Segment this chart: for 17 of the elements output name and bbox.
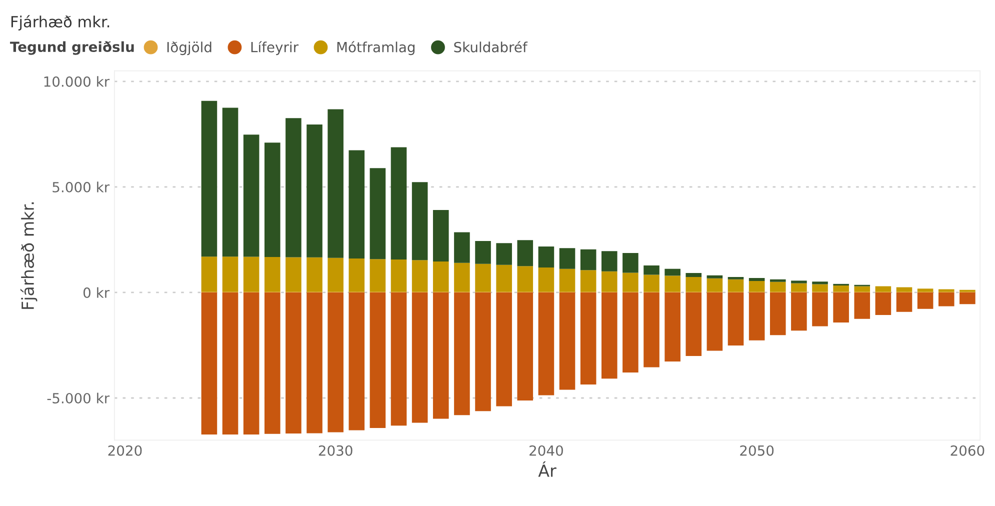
y-tick-label: 0 kr [83, 287, 110, 298]
x-axis-title: Ár [538, 461, 556, 477]
y-tick-label: -5.000 kr [47, 392, 110, 404]
y-tick-label: 5.000 kr [52, 182, 110, 192]
legend-label: Mótframlag [337, 41, 415, 56]
y-tick-label: 10.000 kr [44, 76, 110, 87]
chart-title: Fjárhæð mkr. [11, 15, 110, 30]
legend-label: Lífeyrir [251, 41, 299, 56]
legend-label: Iðgjöld [167, 42, 212, 56]
x-tick-label: 2030 [318, 445, 352, 456]
legend-label: Skuldabréf [454, 41, 528, 52]
x-tick-label: 2040 [530, 445, 563, 456]
x-tick-label: 2020 [108, 445, 142, 456]
y-axis-title: Fjárhæð mkr. [20, 202, 38, 309]
x-tick-label: 2060 [950, 445, 984, 456]
x-tick-label: 2050 [740, 445, 774, 456]
legend-title: Tegund greiðslu [10, 41, 134, 55]
